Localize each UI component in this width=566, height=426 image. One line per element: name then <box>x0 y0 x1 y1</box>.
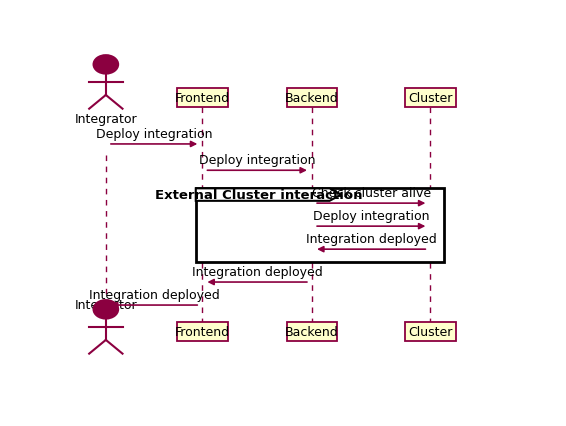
FancyBboxPatch shape <box>405 89 456 108</box>
Text: Deploy integration: Deploy integration <box>96 127 212 140</box>
FancyBboxPatch shape <box>177 322 228 341</box>
Text: Deploy integration: Deploy integration <box>199 154 315 167</box>
Text: Backend: Backend <box>285 325 339 338</box>
Text: Cluster: Cluster <box>408 92 453 105</box>
Text: Integrator: Integrator <box>75 299 137 312</box>
FancyBboxPatch shape <box>287 89 337 108</box>
Text: Check cluster alive: Check cluster alive <box>312 187 431 199</box>
Text: Backend: Backend <box>285 92 339 105</box>
Text: Frontend: Frontend <box>175 325 230 338</box>
Text: Frontend: Frontend <box>175 92 230 105</box>
FancyBboxPatch shape <box>177 89 228 108</box>
Circle shape <box>93 56 118 75</box>
Text: Cluster: Cluster <box>408 325 453 338</box>
Text: Integrator: Integrator <box>75 113 137 126</box>
Polygon shape <box>196 189 341 201</box>
Text: Deploy integration: Deploy integration <box>313 209 430 222</box>
Circle shape <box>93 300 118 319</box>
Text: Integration deployed: Integration deployed <box>192 265 323 278</box>
Text: External Cluster interaction: External Cluster interaction <box>155 189 362 201</box>
FancyBboxPatch shape <box>196 189 444 263</box>
FancyBboxPatch shape <box>405 322 456 341</box>
FancyBboxPatch shape <box>287 322 337 341</box>
Text: Integration deployed: Integration deployed <box>89 288 220 301</box>
Text: Integration deployed: Integration deployed <box>306 232 436 245</box>
